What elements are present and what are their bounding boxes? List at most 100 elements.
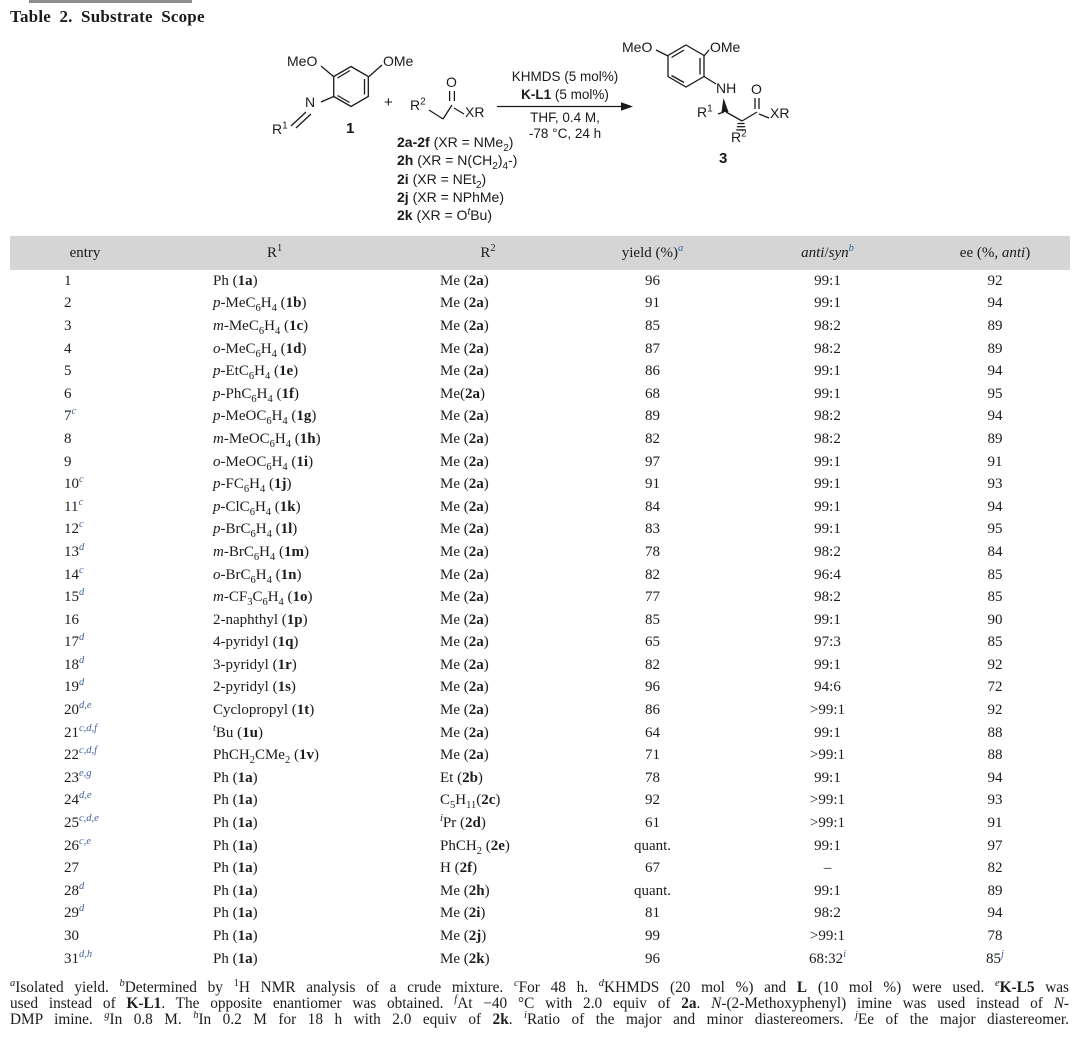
table-row: 8 m-MeOC6H4 (1h) Me (2a) 82 98:2 89 bbox=[10, 428, 1070, 451]
compound-1-label: 1 bbox=[346, 120, 355, 137]
entry-number: 25 bbox=[64, 815, 79, 832]
cell-yield: 96 bbox=[645, 679, 660, 696]
cell-r2: Me (2a) bbox=[440, 498, 489, 515]
cell-anti-syn: – bbox=[823, 860, 832, 877]
product-o-label: O bbox=[751, 81, 762, 97]
ome-label: OMe bbox=[383, 53, 414, 69]
table-row: 29d Ph (1a) Me (2i) 81 98:2 94 bbox=[10, 903, 1070, 926]
entry-number: 31 bbox=[64, 950, 79, 967]
cell-yield: 78 bbox=[645, 769, 660, 786]
entry-number: 18 bbox=[64, 656, 79, 673]
entry-number: 14 bbox=[64, 566, 79, 583]
cell-anti-syn: 99:1 bbox=[814, 656, 841, 673]
cell-entry: 26c,e bbox=[10, 836, 195, 855]
cell-r1: Ph (1a) bbox=[213, 905, 258, 922]
cell-yield: 91 bbox=[645, 476, 660, 493]
cell-entry: 16 bbox=[10, 612, 195, 629]
entry-number: 5 bbox=[64, 363, 72, 380]
cell-ee: 91 bbox=[987, 815, 1003, 832]
cell-r1: p-BrC6H4 (1l) bbox=[213, 521, 298, 541]
cell-r2: Me (2a) bbox=[440, 747, 489, 764]
cell-r1: m-BrC6H4 (1m) bbox=[213, 543, 309, 563]
cell-r1: m-MeC6H4 (1c) bbox=[213, 317, 309, 337]
table-title: Table 2. Substrate Scope bbox=[10, 7, 205, 26]
cell-anti-syn: >99:1 bbox=[809, 702, 846, 719]
cell-ee: 89 bbox=[987, 882, 1003, 899]
cell-ee: 88 bbox=[987, 724, 1003, 741]
cell-ee: 91 bbox=[987, 453, 1003, 470]
cell-anti-syn: 68:32i bbox=[808, 948, 847, 967]
table-row: 20d,e Cyclopropyl (1t) Me (2a) 86 >99:1 … bbox=[10, 699, 1070, 722]
cell-anti-syn: 98:2 bbox=[814, 589, 841, 606]
cell-entry: 18d bbox=[10, 654, 195, 674]
cell-r2: Me (2i) bbox=[440, 905, 486, 922]
cell-r2: Me (2a) bbox=[440, 521, 489, 538]
cell-r1: Ph (1a) bbox=[213, 950, 258, 967]
cell-entry: 29d bbox=[10, 904, 195, 922]
entry-number: 22 bbox=[64, 747, 79, 764]
substrate-scope-table: entry R1 R2 yield (%)a anti/synb ee (%, … bbox=[10, 236, 1070, 967]
entry-number: 20 bbox=[64, 702, 79, 719]
cell-ee: 89 bbox=[987, 340, 1003, 357]
condition-catalyst: KHMDS (5 mol%) bbox=[511, 69, 619, 84]
variant-2i: 2i (XR = NEt2) bbox=[397, 170, 487, 191]
cell-r1: Ph (1a) bbox=[213, 792, 258, 809]
meo-label: MeO bbox=[287, 53, 318, 69]
footnotes: aIsolated yield. bDetermined by 1H NMR a… bbox=[10, 978, 1069, 1028]
cell-entry: 4 bbox=[10, 341, 195, 358]
cell-anti-syn: 97:3 bbox=[814, 634, 841, 651]
page-top-rule bbox=[29, 0, 192, 3]
product-r2-label: R2 bbox=[731, 128, 747, 145]
cell-r2: Me (2a) bbox=[440, 408, 489, 425]
table-row: 30 Ph (1a) Me (2j) 99 >99:1 78 bbox=[10, 925, 1070, 948]
cell-r2: C5H11(2c) bbox=[440, 792, 501, 812]
entry-footnote-marker: c bbox=[79, 519, 84, 531]
cell-r1: tBu (1u) bbox=[213, 722, 264, 741]
cell-entry: 21c,d,f bbox=[10, 723, 195, 742]
entry-footnote-marker: c bbox=[78, 496, 84, 508]
cell-ee: 89 bbox=[987, 317, 1003, 334]
entry-number: 21 bbox=[64, 724, 79, 741]
cell-ee: 93 bbox=[987, 792, 1003, 809]
cell-r2: Me (2a) bbox=[440, 566, 489, 583]
table-row: 2 p-MeC6H4 (1b) Me (2a) 91 99:1 94 bbox=[10, 293, 1070, 316]
entry-number: 6 bbox=[64, 385, 72, 402]
cell-r1: 2-pyridyl (1s) bbox=[213, 679, 296, 696]
cell-ee: 94 bbox=[987, 905, 1003, 922]
cell-ee: 94 bbox=[987, 498, 1003, 515]
xr-group-label: XR bbox=[465, 104, 485, 120]
cell-entry: 11c bbox=[10, 496, 195, 516]
cell-ee: 84 bbox=[987, 543, 1003, 560]
cell-r1: Ph (1a) bbox=[213, 837, 258, 854]
cell-r1: p-FC6H4 (1j) bbox=[213, 476, 292, 496]
cell-yield: 86 bbox=[645, 702, 660, 719]
cell-yield: quant. bbox=[633, 837, 672, 854]
entry-footnote-marker: d bbox=[79, 654, 85, 666]
cell-ee: 90 bbox=[987, 611, 1003, 628]
cell-entry: 27 bbox=[10, 860, 195, 877]
cell-r1: p-EtC6H4 (1e) bbox=[213, 363, 299, 383]
table-row: 6 p-PhC6H4 (1f) Me(2a) 68 99:1 95 bbox=[10, 383, 1070, 406]
cell-ee: 78 bbox=[987, 928, 1003, 945]
entry-number: 27 bbox=[64, 860, 79, 877]
cell-yield: 99 bbox=[645, 928, 660, 945]
cell-r2: Me (2a) bbox=[440, 363, 489, 380]
product-bonds bbox=[655, 44, 770, 131]
cell-yield: 81 bbox=[645, 905, 660, 922]
cell-entry: 13d bbox=[10, 542, 195, 561]
cell-entry: 12c bbox=[10, 519, 195, 538]
entry-number: 4 bbox=[64, 340, 72, 357]
cell-r1: m-CF3C6H4 (1o) bbox=[213, 589, 313, 609]
cell-yield: 65 bbox=[645, 634, 660, 651]
cell-entry: 7c bbox=[10, 407, 195, 425]
cell-r1: Ph (1a) bbox=[213, 928, 258, 945]
cell-anti-syn: 99:1 bbox=[814, 521, 841, 538]
cell-yield: quant. bbox=[633, 882, 672, 899]
cell-r1: p-MeOC6H4 (1g) bbox=[213, 408, 317, 428]
condition-solvent: THF, 0.4 M, bbox=[530, 110, 600, 125]
cell-anti-syn: >99:1 bbox=[809, 815, 846, 832]
cell-r2: Et (2b) bbox=[440, 769, 483, 786]
cell-r2: Me (2a) bbox=[440, 340, 489, 357]
cell-ee: 92 bbox=[987, 702, 1003, 719]
entry-number: 2 bbox=[64, 295, 72, 312]
